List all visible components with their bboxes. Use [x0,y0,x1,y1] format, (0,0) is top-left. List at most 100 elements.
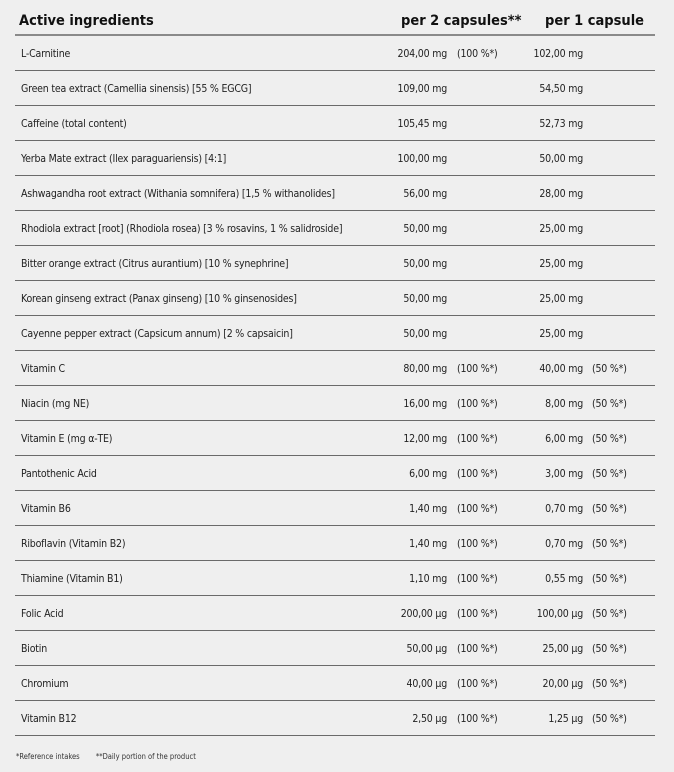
ingredient-name: Green tea extract (Camellia sinensis) [5… [21,83,252,95]
ri-percent-per-2-capsules: (100 %*) [457,538,498,550]
amount-per-1-capsule: 50,00 mg [539,153,583,165]
amount-per-2-capsules: 16,00 mg [403,398,447,410]
amount-per-2-capsules: 1,40 mg [409,538,447,550]
amount-per-2-capsules: 109,00 mg [397,83,448,95]
ri-percent-per-2-capsules: (100 %*) [457,48,498,60]
amount-per-1-capsule: 102,00 mg [533,48,584,60]
amount-per-2-capsules: 105,45 mg [397,118,448,130]
ingredients-table: Active ingredients per 2 capsules** per … [15,0,655,736]
amount-per-2-capsules: 56,00 mg [403,188,447,200]
amount-per-1-capsule: 20,00 µg [542,678,584,690]
amount-per-1-capsule: 25,00 mg [539,328,583,340]
amount-per-1-capsule: 6,00 mg [545,433,583,445]
table-row: Thiamine (Vitamin B1) 1,10 mg (100 %*) 0,55… [15,561,655,596]
ri-percent-per-2-capsules: (100 %*) [457,678,498,690]
amount-per-2-capsules: 80,00 mg [403,363,447,375]
ingredient-name: L-Carnitine [21,48,71,60]
table-row: Pantothenic Acid 6,00 mg (100 %*) 3,00 mg (5… [15,456,655,491]
ri-percent-per-2-capsules: (100 %*) [457,433,498,445]
amount-per-1-capsule: 54,50 mg [539,83,583,95]
ingredient-name: Vitamin B12 [21,713,77,725]
header-per-2-capsules: per 2 capsules** [401,13,522,29]
ri-percent-per-2-capsules: (100 %*) [457,573,498,585]
amount-per-2-capsules: 12,00 mg [403,433,447,445]
amount-per-2-capsules: 100,00 mg [397,153,448,165]
amount-per-1-capsule: 1,25 µg [548,713,583,725]
ingredient-name: Vitamin E (mg α-TE) [21,433,113,445]
ri-percent-per-2-capsules: (100 %*) [457,398,498,410]
table-row: Vitamin B6 1,40 mg (100 %*) 0,70 mg (50 %*) [15,491,655,526]
header-ingredients: Active ingredients [19,13,154,29]
ingredient-name: Cayenne pepper extract (Capsicum annum) … [21,328,293,340]
ri-percent-per-1-capsule: (50 %*) [592,643,627,655]
table-row: Vitamin B12 2,50 µg (100 %*) 1,25 µg (50 %*) [15,701,655,736]
amount-per-2-capsules: 200,00 µg [400,608,447,620]
amount-per-2-capsules: 50,00 mg [403,223,447,235]
table-row: Green tea extract (Camellia sinensis) [5… [15,71,655,106]
ingredient-name: Biotin [21,643,47,655]
table-row: Korean ginseng extract (Panax ginseng) [… [15,281,655,316]
table-row: Chromium 40,00 µg (100 %*) 20,00 µg (50 %*) [15,666,655,701]
header-per-1-capsule: per 1 capsule [545,13,645,29]
table-row: Biotin 50,00 µg (100 %*) 25,00 µg (50 %*) [15,631,655,666]
footnotes: *Reference intakes **Daily portion of th… [16,752,210,761]
amount-per-1-capsule: 3,00 mg [545,468,583,480]
table-row: Niacin (mg NE) 16,00 mg (100 %*) 8,00 mg (50… [15,386,655,421]
ri-percent-per-1-capsule: (50 %*) [592,713,627,725]
footnote-reference-intakes: *Reference intakes [16,752,80,761]
amount-per-1-capsule: 40,00 mg [539,363,583,375]
table-row: Vitamin C 80,00 mg (100 %*) 40,00 mg (50 %*) [15,351,655,386]
amount-per-1-capsule: 52,73 mg [539,118,583,130]
amount-per-2-capsules: 50,00 µg [406,643,448,655]
ri-percent-per-1-capsule: (50 %*) [592,433,627,445]
amount-per-1-capsule: 8,00 mg [545,398,583,410]
amount-per-2-capsules: 204,00 mg [397,48,448,60]
amount-per-1-capsule: 0,70 mg [545,538,583,550]
ri-percent-per-2-capsules: (100 %*) [457,608,498,620]
amount-per-1-capsule: 28,00 mg [539,188,583,200]
ingredient-name: Riboflavin (Vitamin B2) [21,538,126,550]
ingredient-name: Bitter orange extract (Citrus aurantium)… [21,258,289,270]
table-row: Folic Acid 200,00 µg (100 %*) 100,00 µg (50 … [15,596,655,631]
ingredient-name: Caffeine (total content) [21,118,127,130]
table-row: Bitter orange extract (Citrus aurantium)… [15,246,655,281]
ri-percent-per-1-capsule: (50 %*) [592,468,627,480]
table-header: Active ingredients per 2 capsules** per … [15,0,655,36]
amount-per-2-capsules: 2,50 µg [412,713,447,725]
amount-per-1-capsule: 100,00 µg [536,608,583,620]
ingredient-name: Niacin (mg NE) [21,398,90,410]
ingredient-name: Pantothenic Acid [21,468,97,480]
ri-percent-per-1-capsule: (50 %*) [592,573,627,585]
ri-percent-per-2-capsules: (100 %*) [457,643,498,655]
amount-per-2-capsules: 1,10 mg [409,573,447,585]
ingredient-name: Korean ginseng extract (Panax ginseng) [… [21,293,297,305]
table-row: L-Carnitine 204,00 mg (100 %*) 102,00 mg [15,36,655,71]
table-row: Yerba Mate extract (Ilex paraguariensis)… [15,141,655,176]
amount-per-1-capsule: 25,00 mg [539,223,583,235]
ingredient-name: Thiamine (Vitamin B1) [21,573,123,585]
table-row: Ashwagandha root extract (Withania somni… [15,176,655,211]
amount-per-2-capsules: 6,00 mg [409,468,447,480]
amount-per-2-capsules: 1,40 mg [409,503,447,515]
ingredient-name: Yerba Mate extract (Ilex paraguariensis)… [21,153,227,165]
ingredient-name: Vitamin B6 [21,503,71,515]
table-row: Riboflavin (Vitamin B2) 1,40 mg (100 %*) 0,… [15,526,655,561]
amount-per-1-capsule: 25,00 mg [539,293,583,305]
ri-percent-per-1-capsule: (50 %*) [592,538,627,550]
amount-per-1-capsule: 0,70 mg [545,503,583,515]
footnote-daily-portion: **Daily portion of the product [95,752,196,761]
ingredient-name: Rhodiola extract [root] (Rhodiola rosea)… [21,223,343,235]
ri-percent-per-2-capsules: (100 %*) [457,503,498,515]
amount-per-2-capsules: 50,00 mg [403,258,447,270]
amount-per-2-capsules: 40,00 µg [406,678,448,690]
amount-per-2-capsules: 50,00 mg [403,328,447,340]
ri-percent-per-1-capsule: (50 %*) [592,678,627,690]
table-row: Cayenne pepper extract (Capsicum annum) … [15,316,655,351]
amount-per-1-capsule: 25,00 mg [539,258,583,270]
table-row: Vitamin E (mg α-TE) 12,00 mg (100 %*) 6,00 … [15,421,655,456]
amount-per-1-capsule: 0,55 mg [545,573,583,585]
ri-percent-per-1-capsule: (50 %*) [592,363,627,375]
ri-percent-per-1-capsule: (50 %*) [592,503,627,515]
table-row: Rhodiola extract [root] (Rhodiola rosea)… [15,211,655,246]
amount-per-2-capsules: 50,00 mg [403,293,447,305]
